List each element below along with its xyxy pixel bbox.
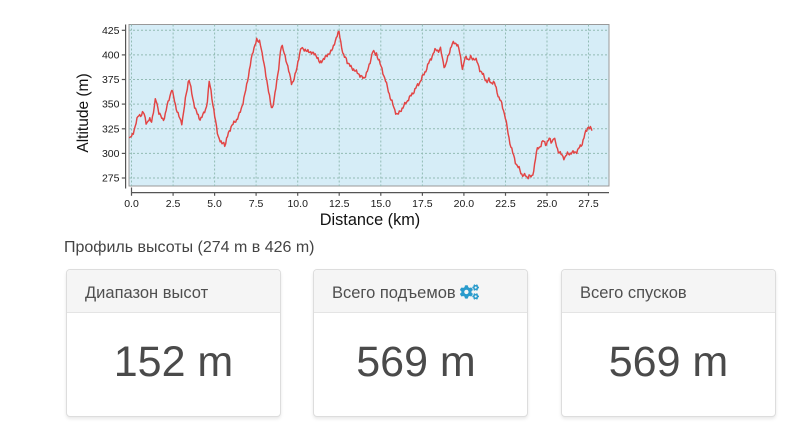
svg-text:Altitude (m): Altitude (m): [75, 73, 92, 152]
svg-text:7.5: 7.5: [249, 198, 264, 210]
svg-text:25.0: 25.0: [537, 198, 558, 210]
svg-text:10.0: 10.0: [287, 198, 308, 210]
svg-text:275: 275: [102, 173, 120, 185]
svg-text:325: 325: [102, 123, 120, 135]
svg-text:300: 300: [102, 148, 120, 160]
svg-text:17.5: 17.5: [412, 198, 433, 210]
svg-text:5.0: 5.0: [207, 198, 222, 210]
svg-text:22.5: 22.5: [495, 198, 516, 210]
svg-text:20.0: 20.0: [454, 198, 475, 210]
svg-text:0.0: 0.0: [124, 198, 139, 210]
svg-text:27.5: 27.5: [578, 198, 599, 210]
svg-text:Distance (km): Distance (km): [320, 211, 420, 229]
svg-text:375: 375: [102, 74, 120, 86]
svg-text:350: 350: [102, 99, 120, 111]
svg-text:400: 400: [102, 50, 120, 62]
svg-text:15.0: 15.0: [371, 198, 392, 210]
svg-text:2.5: 2.5: [166, 198, 181, 210]
svg-text:12.5: 12.5: [329, 198, 350, 210]
svg-text:425: 425: [102, 25, 120, 37]
